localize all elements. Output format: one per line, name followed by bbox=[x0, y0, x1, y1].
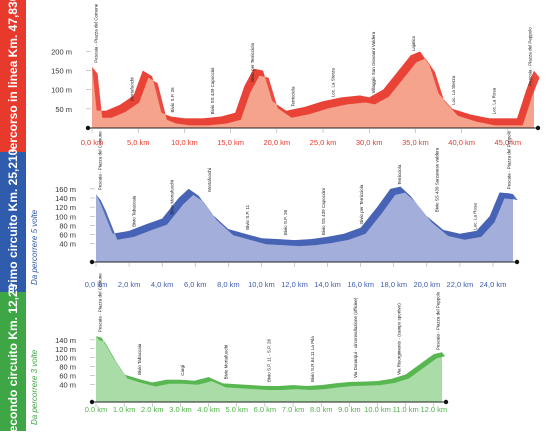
x-tick-label: 2,0 km bbox=[118, 280, 141, 289]
x-tick-label: 18,0 km bbox=[380, 280, 407, 289]
y-tick-label: 100 m bbox=[55, 212, 76, 221]
baseline-end-dot bbox=[535, 125, 541, 131]
waypoint-label: Pescaia - Piazza del Peppolo bbox=[507, 130, 512, 189]
waypoint-label: Bivio Mortafuochi bbox=[223, 345, 228, 380]
waypoint-label: Pescaia - Piazza del Peppolo bbox=[436, 291, 441, 350]
waypoint-label: Pescaia - Piazza del Comune bbox=[98, 273, 103, 333]
profile-area bbox=[96, 186, 513, 262]
x-tick-label: 25,0 km bbox=[310, 138, 337, 147]
x-tick-label: 9.0 km bbox=[338, 405, 361, 414]
y-tick-label: 150 m bbox=[51, 67, 72, 76]
x-tick-label: 8.0 km bbox=[310, 405, 333, 414]
waypoint-label: Bivio SS 439 Capoccini bbox=[321, 188, 326, 235]
y-tick-label: 140 m bbox=[55, 336, 76, 345]
y-tick-label: 50 m bbox=[55, 105, 72, 114]
waypoint-label: Bivio Tabaccaia bbox=[131, 195, 136, 227]
y-tick-label: 80 m bbox=[59, 363, 76, 372]
x-tick-label: 40,0 km bbox=[448, 138, 475, 147]
y-tick-label: 100 m bbox=[51, 86, 72, 95]
x-tick-label: 4.0 km bbox=[197, 405, 220, 414]
x-tick-label: 12,0 km bbox=[281, 280, 308, 289]
x-tick-label: 1.0 km bbox=[113, 405, 136, 414]
waypoint-label: Loc. La Sterza bbox=[331, 68, 336, 98]
waypoint-label: Via Dunarqui - circonvallazione (officin… bbox=[353, 297, 358, 378]
waypoint-label: Bivio SS 439 Sarzanese valdera bbox=[435, 147, 440, 212]
waypoint-label: Pescaia - Piazza del Comune bbox=[94, 3, 99, 63]
waypoint-label: Mortafuochi bbox=[207, 168, 212, 192]
waypoint-label: Loc. La Sterza bbox=[451, 75, 456, 105]
x-tick-label: 20,0 km bbox=[413, 280, 440, 289]
y-tick-label: 80 m bbox=[59, 221, 76, 230]
y-tick-label: 40 m bbox=[59, 240, 76, 249]
band-green: Secondo circuito Km. 12,29 bbox=[0, 283, 26, 440]
x-tick-label: 22,0 km bbox=[447, 280, 474, 289]
y-tick-label: 140 m bbox=[55, 194, 76, 203]
x-tick-label: 14,0 km bbox=[314, 280, 341, 289]
x-tick-label: 12.0 km bbox=[420, 405, 447, 414]
profile-charts: 50 m 100 m 150 m 200 m 0,0 km 5,0 km 10,0 km 15… bbox=[51, 3, 541, 414]
waypoint-label: Bivio S.P. 26 bbox=[170, 87, 175, 113]
waypoint-label: Terricciola bbox=[397, 164, 402, 185]
x-tick-label: 0.0 km bbox=[85, 405, 108, 414]
band-blue: Primo circuito Km. 25,210 bbox=[0, 149, 26, 295]
waypoint-label: Bivio S.P. 11 bbox=[245, 204, 250, 229]
waypoint-label: Bivio per Terricciola bbox=[359, 184, 364, 223]
x-tick-label: 3.0 km bbox=[169, 405, 192, 414]
x-tick-label: 4,0 km bbox=[151, 280, 174, 289]
waypoint-label: Loc. La Rosa bbox=[473, 203, 478, 230]
x-tick-label: 10.0 km bbox=[364, 405, 391, 414]
x-tick-label: 16,0 km bbox=[347, 280, 374, 289]
waypoint-label: Pescaia - Piazza del Comune bbox=[98, 131, 103, 191]
band-red: Percorso in linea Km. 47,830 bbox=[0, 0, 26, 157]
y-tick-label: 200 m bbox=[51, 47, 72, 56]
x-tick-label: 20,0 km bbox=[263, 138, 290, 147]
waypoint-label: Villaggio San Giovanni Valdera bbox=[371, 31, 376, 93]
waypoint-label: Mortafuochi bbox=[130, 77, 135, 101]
x-tick-label: 6,0 km bbox=[184, 280, 207, 289]
x-tick-label: 5,0 km bbox=[127, 138, 150, 147]
x-tick-label: 5.0 km bbox=[226, 405, 249, 414]
waypoint-label: Terricciola bbox=[290, 86, 295, 107]
waypoint-label: Via Risorgimento - (campo sportivo) bbox=[396, 303, 401, 375]
waypoint-label: Bivio S.R.64.11 La Pila bbox=[310, 336, 315, 382]
profile-area bbox=[92, 51, 534, 128]
x-tick-label: 30,0 km bbox=[356, 138, 383, 147]
x-tick-label: 2.0 km bbox=[141, 405, 164, 414]
baseline-start-dot bbox=[89, 259, 95, 265]
x-tick-label: 7.0 km bbox=[282, 405, 305, 414]
profile-crest bbox=[92, 51, 540, 126]
x-tick-label: 6.0 km bbox=[254, 405, 277, 414]
waypoint-label: Lajatico bbox=[411, 35, 416, 51]
waypoint-label: Bivio S.P. 26 bbox=[283, 209, 288, 235]
x-tick-label: 45,0 km bbox=[495, 138, 522, 147]
waypoint-label: Bivio SS 439 Capoccini bbox=[210, 68, 215, 115]
x-tick-label: 8,0 km bbox=[217, 280, 240, 289]
x-tick-label: 15,0 km bbox=[217, 138, 244, 147]
x-tick-label: 0,0 km bbox=[85, 280, 108, 289]
waypoint-label: Bivio Mortafuochi bbox=[169, 180, 174, 215]
baseline-end-dot bbox=[443, 399, 449, 405]
waypoint-label: Cargi bbox=[180, 365, 185, 376]
x-tick-label: 10,0 km bbox=[171, 138, 198, 147]
baseline-start-dot bbox=[89, 399, 95, 405]
waypoint-label: Bivio Tabaccaia bbox=[137, 343, 142, 375]
y-tick-label: 120 m bbox=[55, 345, 76, 354]
baseline-end-dot bbox=[514, 259, 520, 265]
y-tick-label: 100 m bbox=[55, 354, 76, 363]
y-tick-label: 60 m bbox=[59, 231, 76, 240]
y-tick-label: 120 m bbox=[55, 203, 76, 212]
baseline-start-dot bbox=[85, 125, 91, 131]
y-tick-label: 60 m bbox=[59, 371, 76, 380]
waypoint-label: Pescaia - Piazza del Peppolo bbox=[528, 27, 533, 86]
x-tick-label: 24,0 km bbox=[480, 280, 507, 289]
x-tick-label: 35,0 km bbox=[402, 138, 429, 147]
x-tick-label: 11.0 km bbox=[393, 405, 419, 414]
y-tick-label: 160 m bbox=[55, 185, 76, 194]
x-tick-label: 10,0 km bbox=[248, 280, 275, 289]
waypoint-label: Bivio per Terricciola bbox=[250, 42, 255, 81]
x-tick-label: 0,0 km bbox=[81, 138, 104, 147]
waypoint-label: Loc. La Rosa bbox=[491, 87, 496, 114]
waypoint-label: Bivio S.P. 11 - S.P. 26 bbox=[267, 338, 272, 382]
y-tick-label: 40 m bbox=[59, 380, 76, 389]
